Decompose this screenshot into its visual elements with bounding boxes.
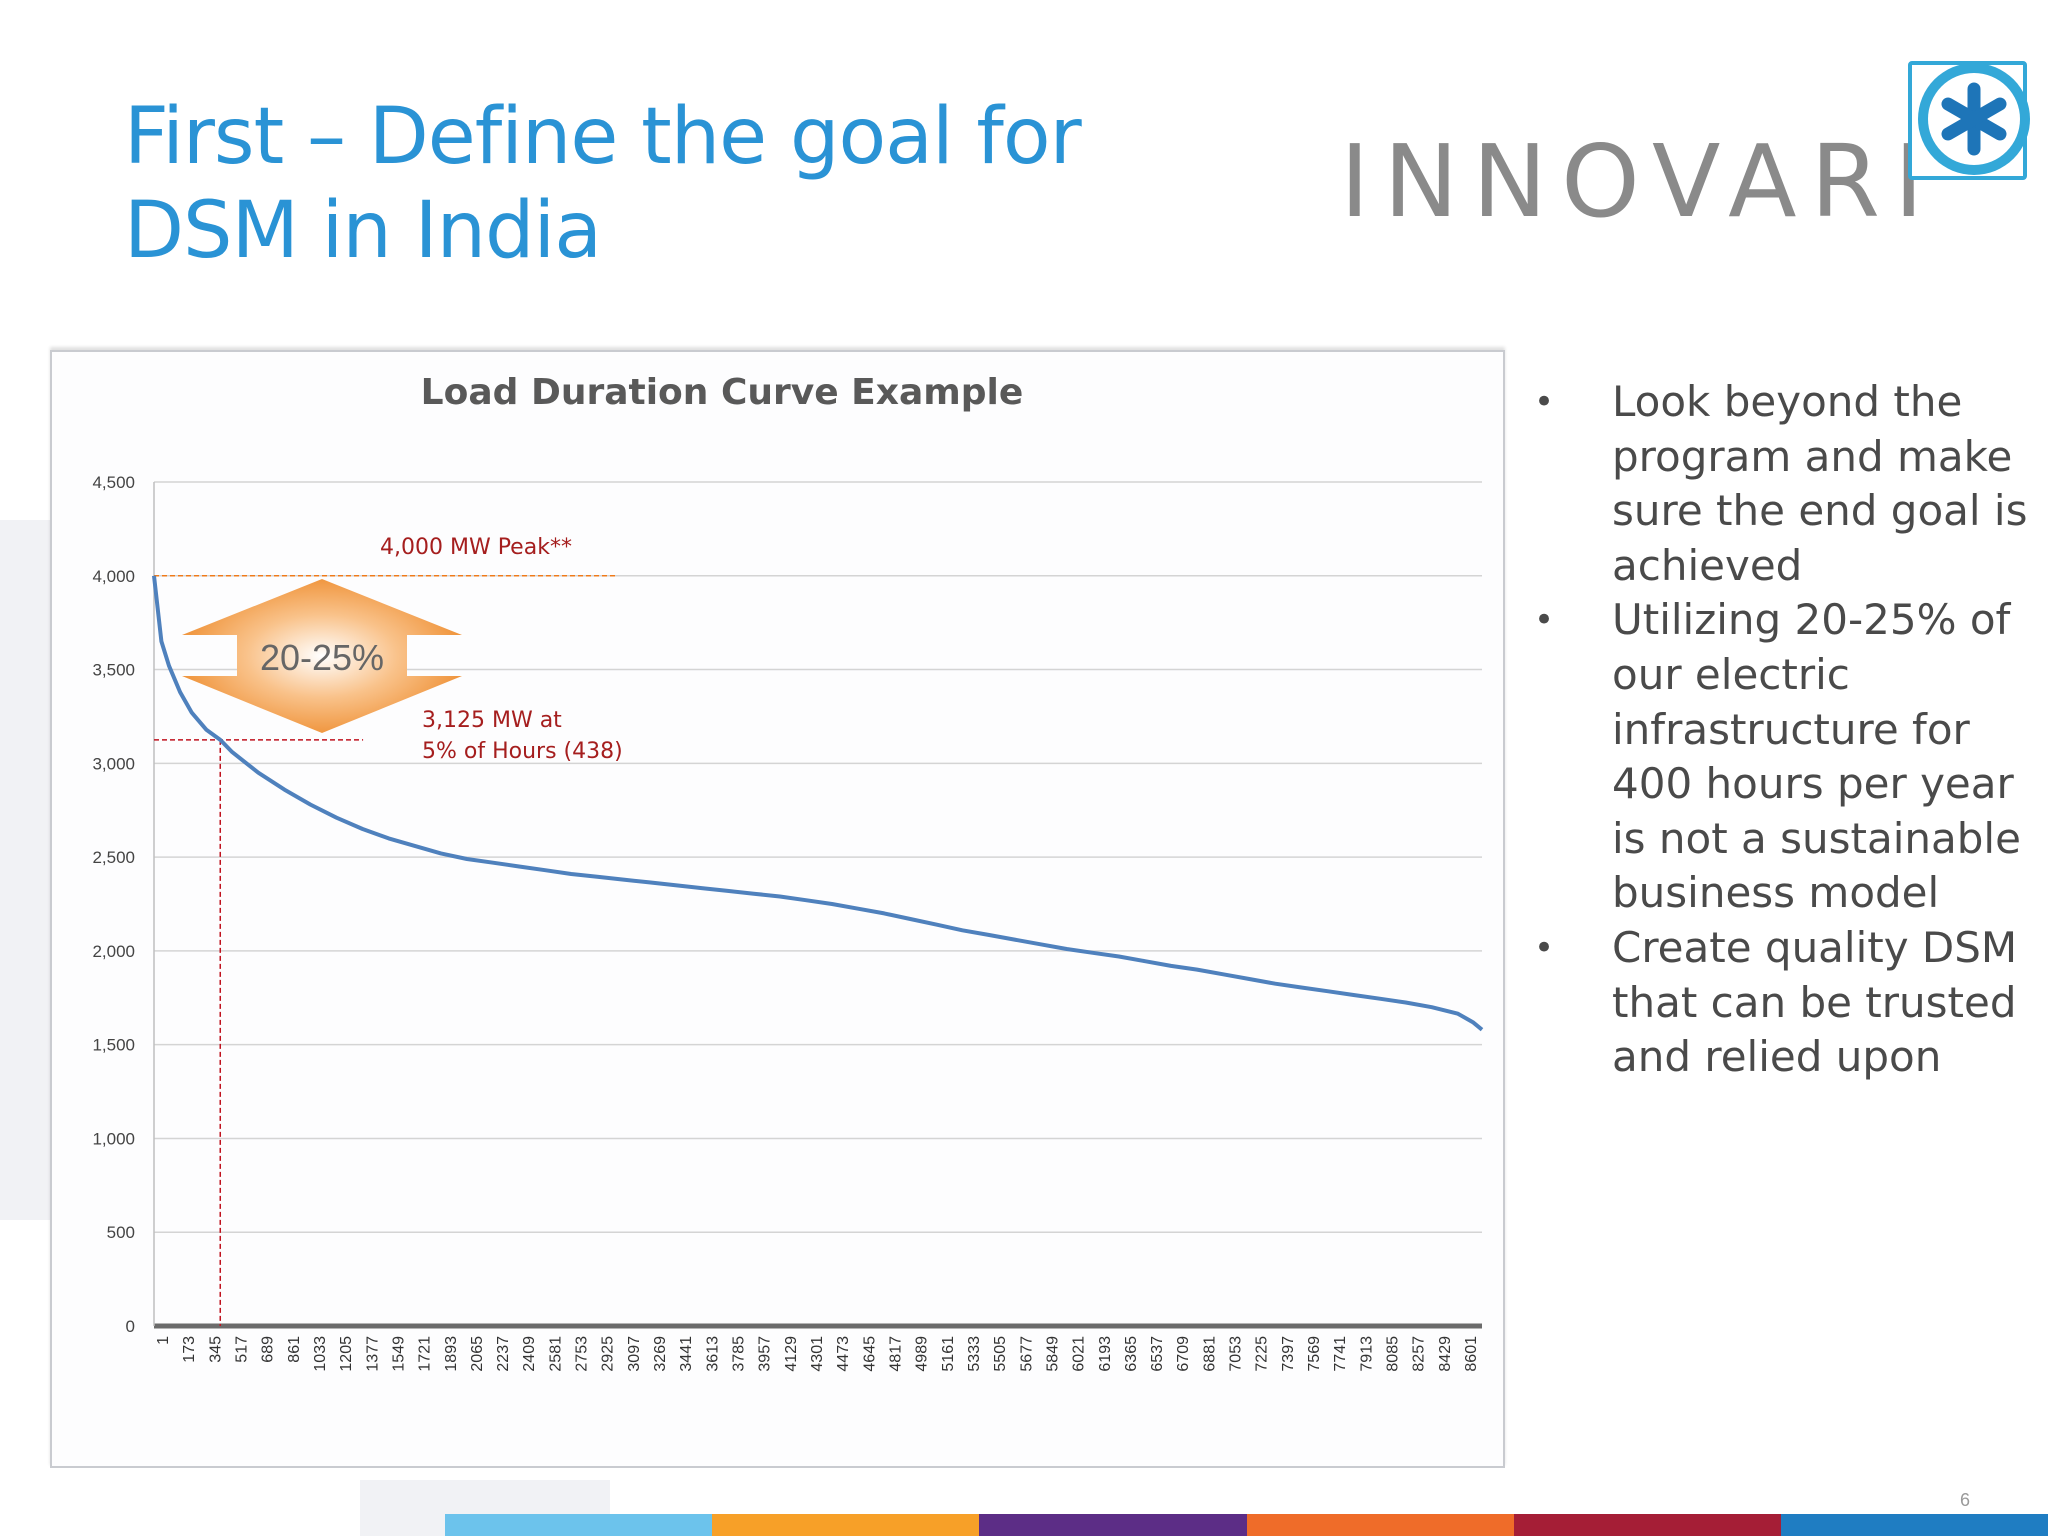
x-tick-label: 7053 [1228,1336,1245,1372]
y-tick-label: 4,500 [92,473,135,492]
x-tick-label: 6537 [1149,1336,1166,1372]
y-tick-label: 500 [107,1223,135,1242]
reference-lines [154,575,617,1326]
x-tick-label: 2237 [495,1336,512,1372]
x-tick-label: 6709 [1175,1336,1192,1372]
y-tick-label: 0 [126,1317,135,1336]
color-bar-segment [445,1514,713,1536]
color-bar-segment [1513,1514,1781,1536]
bullet-text: Create quality DSM that can be trusted a… [1612,922,2018,1082]
color-bar-segment [712,1514,980,1536]
bullet-text: Look beyond the program and make sure th… [1612,377,2028,590]
y-tick-label: 2,000 [92,942,135,961]
x-tick-label: 3957 [757,1336,774,1372]
load-duration-chart: Load Duration Curve Example 0 500 1,000 1,5… [92,372,1484,1372]
x-tick-label: 517 [233,1336,250,1363]
bullet-item: • Look beyond the program and make sure t… [1530,375,2030,593]
x-tick-label: 2065 [469,1336,486,1372]
asterisk-icon [1908,61,2030,180]
hours-annotation-line-2: 5% of Hours (438) [422,739,623,764]
x-tick-label: 3441 [678,1336,695,1372]
y-tick-label: 2,500 [92,848,135,867]
color-bar-segment [1246,1514,1514,1536]
x-tick-label: 8085 [1385,1336,1402,1372]
x-tick-label: 3613 [704,1336,721,1372]
x-tick-label: 6881 [1201,1336,1218,1372]
bullet-item: • Utilizing 20-25% of our electric infras… [1530,593,2030,921]
x-tick-label: 6021 [1071,1336,1088,1372]
chart-frame: Load Duration Curve Example 0 500 1,000 1,5… [50,350,1505,1468]
x-tick-label: 345 [207,1336,224,1363]
load-curve-line [152,575,1484,1032]
peak-annotation: 4,000 MW Peak** [380,535,572,560]
x-tick-label: 4301 [809,1336,826,1372]
x-tick-label: 689 [260,1336,277,1363]
x-tick-label: 3785 [731,1336,748,1372]
x-tick-label: 4473 [835,1336,852,1372]
slide-title: First – Define the goal for DSM in India [124,90,1082,278]
bullet-list: • Look beyond the program and make sure t… [1530,375,2030,1085]
color-bar-segment [979,1514,1247,1536]
x-tick-label: 7569 [1306,1336,1323,1372]
x-tick-label: 6193 [1097,1336,1114,1372]
x-axis-ticks: 1 173 345 517 689 861 1033 1205 1377 1549 1721 1893… [155,1336,1480,1372]
slide-title-line-1: First – Define the goal for [124,92,1082,182]
hours-annotation-line-1: 3,125 MW at [422,708,562,733]
bottom-color-bar [445,1514,2048,1536]
innovari-logo: INNOVARI [1340,55,2030,240]
y-axis-ticks: 0 500 1,000 1,500 2,000 2,500 3,000 3,500 4,000 4… [92,473,135,1336]
bullet-text: Utilizing 20-25% of our electric infrast… [1612,595,2021,918]
y-tick-label: 1,000 [92,1129,135,1148]
x-tick-label: 5333 [966,1336,983,1372]
bullet-dot: • [1534,382,1555,422]
chart-series [152,575,1484,1032]
x-tick-label: 1033 [312,1336,329,1372]
x-tick-label: 2925 [600,1336,617,1372]
bullet-dot: • [1534,927,1555,968]
x-tick-label: 4989 [914,1336,931,1372]
page-number: 6 [1960,1490,1971,1510]
chart-title: Load Duration Curve Example [421,372,1024,413]
x-tick-label: 5505 [992,1336,1009,1372]
x-tick-label: 173 [181,1336,198,1363]
x-tick-label: 3269 [652,1336,669,1372]
x-tick-label: 3097 [626,1336,643,1372]
color-bar-segment [1780,1514,2048,1536]
percent-arrow-label: 20-25% [260,637,384,678]
x-tick-label: 2753 [574,1336,591,1372]
bullet-dot: • [1534,600,1555,641]
slide-title-line-2: DSM in India [124,186,602,276]
x-tick-label: 1205 [338,1336,355,1372]
x-tick-label: 5677 [1018,1336,1035,1372]
x-tick-label: 2581 [547,1336,564,1372]
x-tick-label: 4817 [887,1336,904,1372]
x-tick-label: 1 [155,1336,172,1345]
double-arrow-shape [182,579,462,733]
x-tick-label: 2409 [521,1336,538,1372]
y-tick-label: 4,000 [92,567,135,586]
x-tick-label: 8257 [1411,1336,1428,1372]
x-tick-label: 861 [286,1336,303,1363]
x-tick-label: 5161 [940,1336,957,1372]
x-tick-label: 1549 [390,1336,407,1372]
x-tick-label: 7225 [1254,1336,1271,1372]
x-tick-label: 7397 [1280,1336,1297,1372]
x-tick-label: 8429 [1437,1336,1454,1372]
x-tick-label: 8601 [1463,1336,1480,1372]
x-tick-label: 1377 [364,1336,381,1372]
x-tick-label: 4129 [783,1336,800,1372]
x-tick-label: 7741 [1332,1336,1349,1372]
x-tick-label: 5849 [1044,1336,1061,1372]
x-tick-label: 7913 [1358,1336,1375,1372]
x-tick-label: 1893 [443,1336,460,1372]
x-tick-label: 6365 [1123,1336,1140,1372]
x-tick-label: 4645 [861,1336,878,1372]
y-tick-label: 1,500 [92,1036,135,1055]
bullet-item: • Create quality DSM that can be trusted … [1530,921,2030,1085]
percent-arrow: 20-25% [182,579,462,733]
y-tick-label: 3,500 [92,661,135,680]
logo-wordmark: INNOVARI [1340,123,1938,240]
x-tick-label: 1721 [417,1336,434,1372]
y-tick-label: 3,000 [92,754,135,773]
